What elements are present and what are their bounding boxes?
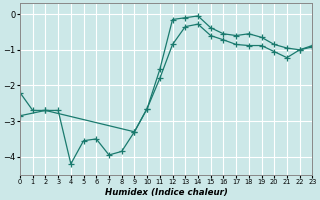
X-axis label: Humidex (Indice chaleur): Humidex (Indice chaleur) bbox=[105, 188, 228, 197]
